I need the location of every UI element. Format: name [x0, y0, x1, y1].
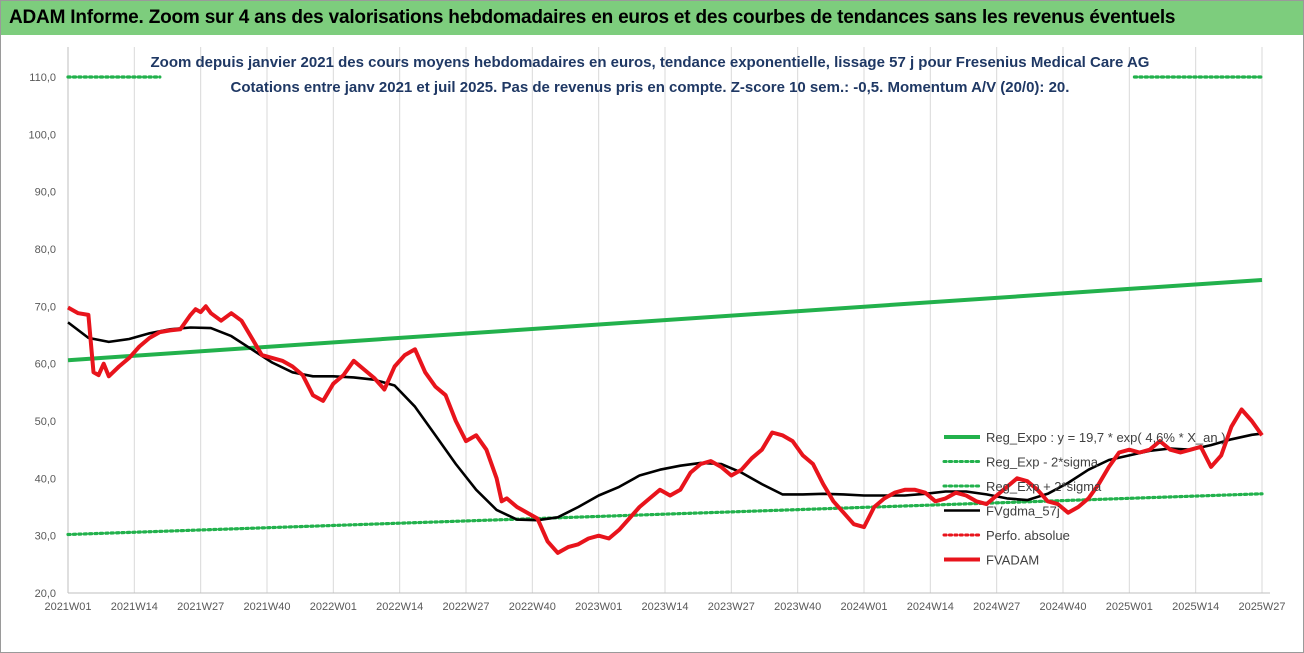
header-title: ADAM Informe. Zoom sur 4 ans des valoris… [9, 7, 1176, 28]
series-1-line [66, 492, 1264, 537]
x-tick-label: 2023W01 [575, 601, 622, 613]
legend-label: Reg_Exp - 2*sigma [986, 455, 1099, 470]
y-tick-label: 90,0 [35, 187, 56, 199]
chart-series [66, 75, 1264, 555]
x-tick-label: 2022W01 [310, 601, 357, 613]
x-axis: 2021W01 2021W14 2021W27 2021W40 2022W01 2022W… [44, 601, 1285, 613]
legend-label: Perfo. absolue [986, 528, 1070, 543]
x-tick-label: 2021W01 [44, 601, 91, 613]
y-axis: 20,0 30,0 40,0 50,0 60,0 70,0 80,0 90,0 100,0 110… [28, 72, 56, 600]
y-tick-label: 20,0 [35, 588, 56, 600]
x-tick-label: 2024W01 [840, 601, 887, 613]
x-tick-label: 2022W27 [442, 601, 489, 613]
x-tick-label: 2022W14 [376, 601, 423, 613]
legend-label: Reg_Exp + 2*sigma [986, 479, 1102, 494]
x-tick-label: 2024W40 [1039, 601, 1086, 613]
y-tick-label: 30,0 [35, 531, 56, 543]
y-tick-label: 60,0 [35, 359, 56, 371]
x-tick-label: 2024W14 [907, 601, 954, 613]
legend-label: FVADAM [986, 553, 1039, 568]
x-tick-label: 2025W14 [1172, 601, 1219, 613]
chart-legend: Reg_Expo : y = 19,7 * exp( 4,6% * X_an )… [942, 430, 1226, 568]
series-5-line [67, 304, 1264, 555]
x-tick-label: 2022W40 [509, 601, 556, 613]
series-3-line [67, 321, 1263, 522]
y-tick-label: 110,0 [29, 72, 56, 84]
chart-grid [67, 47, 1270, 594]
chart-title: Zoom depuis janvier 2021 des cours moyen… [151, 54, 1150, 71]
x-tick-label: 2023W27 [708, 601, 755, 613]
x-tick-label: 2023W14 [641, 601, 688, 613]
y-tick-label: 40,0 [35, 473, 56, 485]
x-tick-label: 2023W40 [774, 601, 821, 613]
x-tick-label: 2025W01 [1106, 601, 1153, 613]
x-tick-label: 2021W27 [177, 601, 224, 613]
x-tick-label: 2021W14 [111, 601, 158, 613]
x-tick-label: 2021W40 [243, 601, 290, 613]
x-tick-label: 2025W27 [1238, 601, 1285, 613]
series-0-line [67, 278, 1263, 363]
y-tick-label: 50,0 [35, 416, 56, 428]
y-tick-label: 100,0 [28, 129, 56, 141]
legend-label: FVgdma_57j [986, 504, 1060, 519]
chart-subtitle: Cotations entre janv 2021 et juil 2025. … [231, 79, 1070, 96]
y-tick-label: 70,0 [35, 301, 56, 313]
x-tick-label: 2024W27 [973, 601, 1020, 613]
y-tick-label: 80,0 [35, 244, 56, 256]
header-bar: ADAM Informe. Zoom sur 4 ans des valoris… [1, 1, 1303, 35]
legend-label: Reg_Expo : y = 19,7 * exp( 4,6% * X_an ) [986, 430, 1226, 445]
